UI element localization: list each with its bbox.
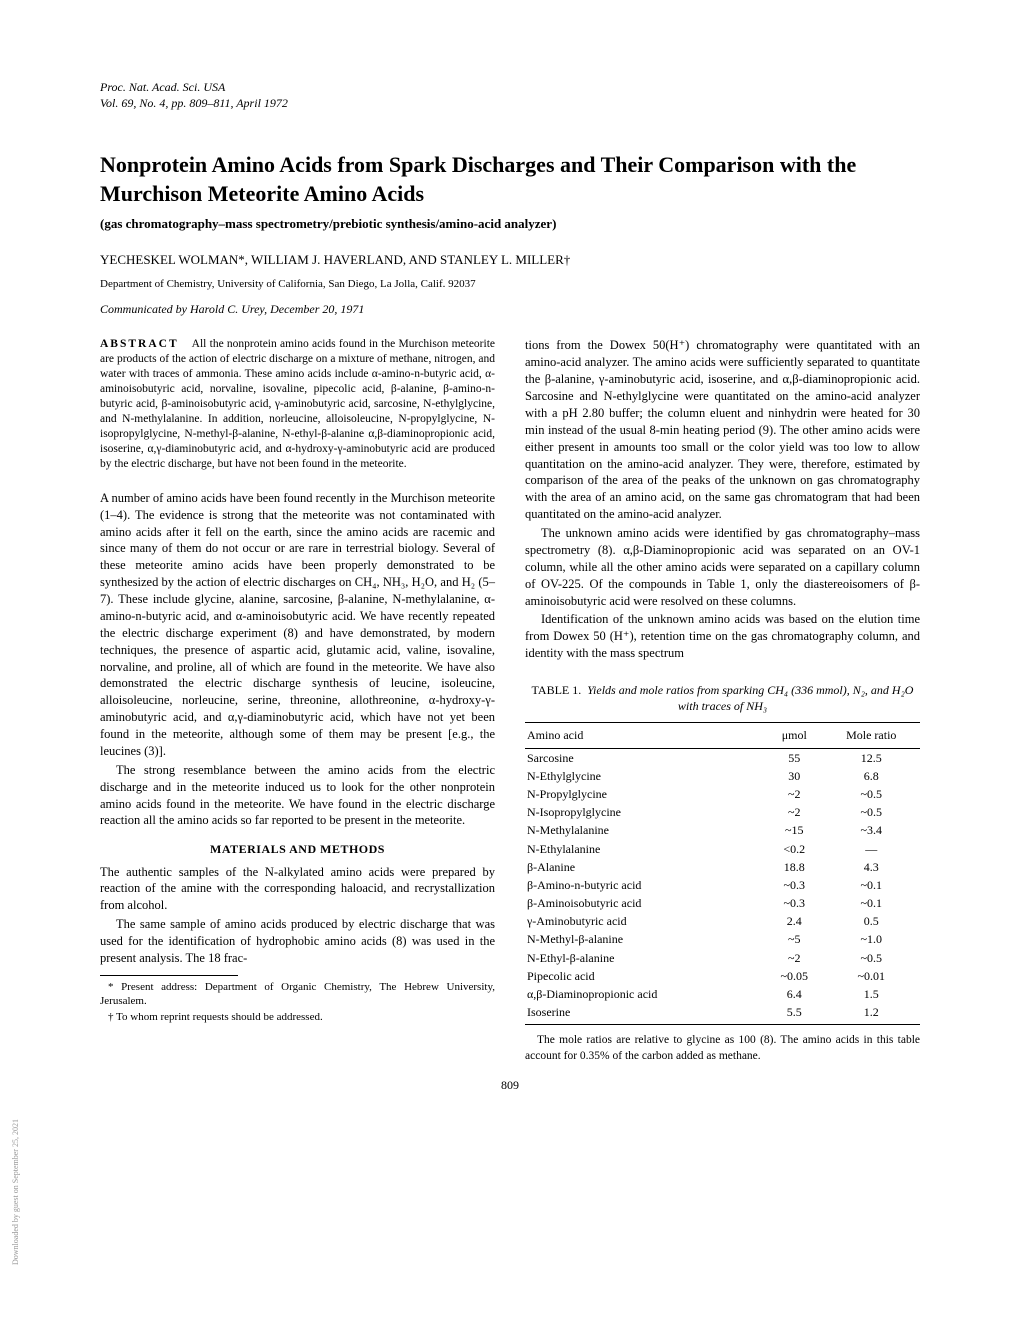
table-cell: 55 [766,748,823,767]
footnote-separator [100,975,238,976]
table-row: α,β-Diaminopropionic acid6.41.5 [525,985,920,1003]
table-cell: 4.3 [823,858,920,876]
table-1-label: TABLE 1. [532,683,582,697]
table-1: Amino acid μmol Mole ratio Sarcosine5512… [525,722,920,1025]
body-paragraph-6: The unknown amino acids were identified … [525,525,920,609]
footnote-1: * Present address: Department of Organic… [100,980,495,1009]
table-cell: β-Aminoisobutyric acid [525,894,766,912]
article-title: Nonprotein Amino Acids from Spark Discha… [100,151,920,208]
affiliation: Department of Chemistry, University of C… [100,278,920,290]
table-row: Isoserine5.51.2 [525,1003,920,1025]
table-cell: 0.5 [823,912,920,930]
table-row: β-Aminoisobutyric acid~0.3~0.1 [525,894,920,912]
table-cell: 30 [766,767,823,785]
download-notice: Downloaded by guest on September 25, 202… [11,1119,20,1265]
authors: YECHESKEL WOLMAN*, WILLIAM J. HAVERLAND,… [100,252,920,268]
table-row: N-Methyl-β-alanine~5~1.0 [525,930,920,948]
table-row: N-Propylglycine~2~0.5 [525,785,920,803]
abstract-text: All the nonprotein amino acids found in … [100,338,495,470]
body-paragraph-5: tions from the Dowex 50(H⁺) chromatograp… [525,337,920,523]
section-heading-materials: MATERIALS AND METHODS [100,841,495,857]
table-1-header-umol: μmol [766,723,823,748]
left-column: ABSTRACT All the nonprotein amino acids … [100,337,495,1066]
abstract-label: ABSTRACT [100,338,179,350]
table-row: Sarcosine5512.5 [525,748,920,767]
table-cell: N-Isopropylglycine [525,803,766,821]
table-cell: — [823,840,920,858]
table-row: β-Alanine18.84.3 [525,858,920,876]
journal-volume: Vol. 69, No. 4, pp. 809–811, April 1972 [100,96,920,112]
table-cell: ~0.5 [823,803,920,821]
table-row: Pipecolic acid~0.05~0.01 [525,967,920,985]
table-cell: ~3.4 [823,821,920,839]
table-row: N-Methylalanine~15~3.4 [525,821,920,839]
table-row: N-Isopropylglycine~2~0.5 [525,803,920,821]
table-cell: γ-Aminobutyric acid [525,912,766,930]
table-cell: Isoserine [525,1003,766,1025]
journal-header: Proc. Nat. Acad. Sci. USA Vol. 69, No. 4… [100,80,920,111]
body-paragraph-2: The strong resemblance between the amino… [100,762,495,830]
table-cell: N-Methyl-β-alanine [525,930,766,948]
table-1-header-moleratio: Mole ratio [823,723,920,748]
table-1-caption-text: Yields and mole ratios from sparking CH₄… [587,683,913,713]
footnote-2: † To whom reprint requests should be add… [100,1010,495,1024]
table-1-note: The mole ratios are relative to glycine … [525,1033,920,1064]
article-subtitle: (gas chromatography–mass spectrometry/pr… [100,216,920,232]
table-cell: ~0.3 [766,894,823,912]
body-paragraph-7: Identification of the unknown amino acid… [525,611,920,662]
table-cell: Pipecolic acid [525,967,766,985]
table-cell: N-Ethylglycine [525,767,766,785]
table-cell: α,β-Diaminopropionic acid [525,985,766,1003]
communicated-by: Communicated by Harold C. Urey, December… [100,302,920,317]
table-cell: 12.5 [823,748,920,767]
table-1-container: TABLE 1. Yields and mole ratios from spa… [525,682,920,1064]
table-cell: 6.4 [766,985,823,1003]
abstract: ABSTRACT All the nonprotein amino acids … [100,337,495,471]
table-cell: ~2 [766,785,823,803]
table-row: N-Ethylalanine<0.2— [525,840,920,858]
table-cell: 1.2 [823,1003,920,1025]
table-cell: 1.5 [823,985,920,1003]
table-cell: Sarcosine [525,748,766,767]
table-cell: ~15 [766,821,823,839]
table-row: N-Ethyl-β-alanine~2~0.5 [525,949,920,967]
table-cell: <0.2 [766,840,823,858]
table-1-caption: TABLE 1. Yields and mole ratios from spa… [525,682,920,714]
table-cell: ~0.5 [823,785,920,803]
table-cell: 6.8 [823,767,920,785]
journal-name: Proc. Nat. Acad. Sci. USA [100,80,920,96]
table-cell: ~2 [766,949,823,967]
table-1-header-aminoacid: Amino acid [525,723,766,748]
table-row: N-Ethylglycine306.8 [525,767,920,785]
table-cell: ~1.0 [823,930,920,948]
body-paragraph-1: A number of amino acids have been found … [100,490,495,760]
content-columns: ABSTRACT All the nonprotein amino acids … [100,337,920,1066]
table-cell: ~0.5 [823,949,920,967]
table-cell: N-Methylalanine [525,821,766,839]
table-cell: 18.8 [766,858,823,876]
table-cell: N-Ethyl-β-alanine [525,949,766,967]
table-cell: N-Ethylalanine [525,840,766,858]
table-cell: ~0.3 [766,876,823,894]
table-cell: ~2 [766,803,823,821]
table-cell: β-Amino-n-butyric acid [525,876,766,894]
table-1-header-row: Amino acid μmol Mole ratio [525,723,920,748]
table-cell: ~0.1 [823,894,920,912]
table-row: β-Amino-n-butyric acid~0.3~0.1 [525,876,920,894]
table-cell: N-Propylglycine [525,785,766,803]
table-cell: 5.5 [766,1003,823,1025]
right-column: tions from the Dowex 50(H⁺) chromatograp… [525,337,920,1066]
table-cell: β-Alanine [525,858,766,876]
table-cell: ~5 [766,930,823,948]
page-number: 809 [100,1078,920,1093]
table-cell: ~0.01 [823,967,920,985]
body-paragraph-4: The same sample of amino acids produced … [100,916,495,967]
body-paragraph-3: The authentic samples of the N-alkylated… [100,864,495,915]
table-row: γ-Aminobutyric acid2.40.5 [525,912,920,930]
table-cell: ~0.05 [766,967,823,985]
table-cell: 2.4 [766,912,823,930]
table-cell: ~0.1 [823,876,920,894]
